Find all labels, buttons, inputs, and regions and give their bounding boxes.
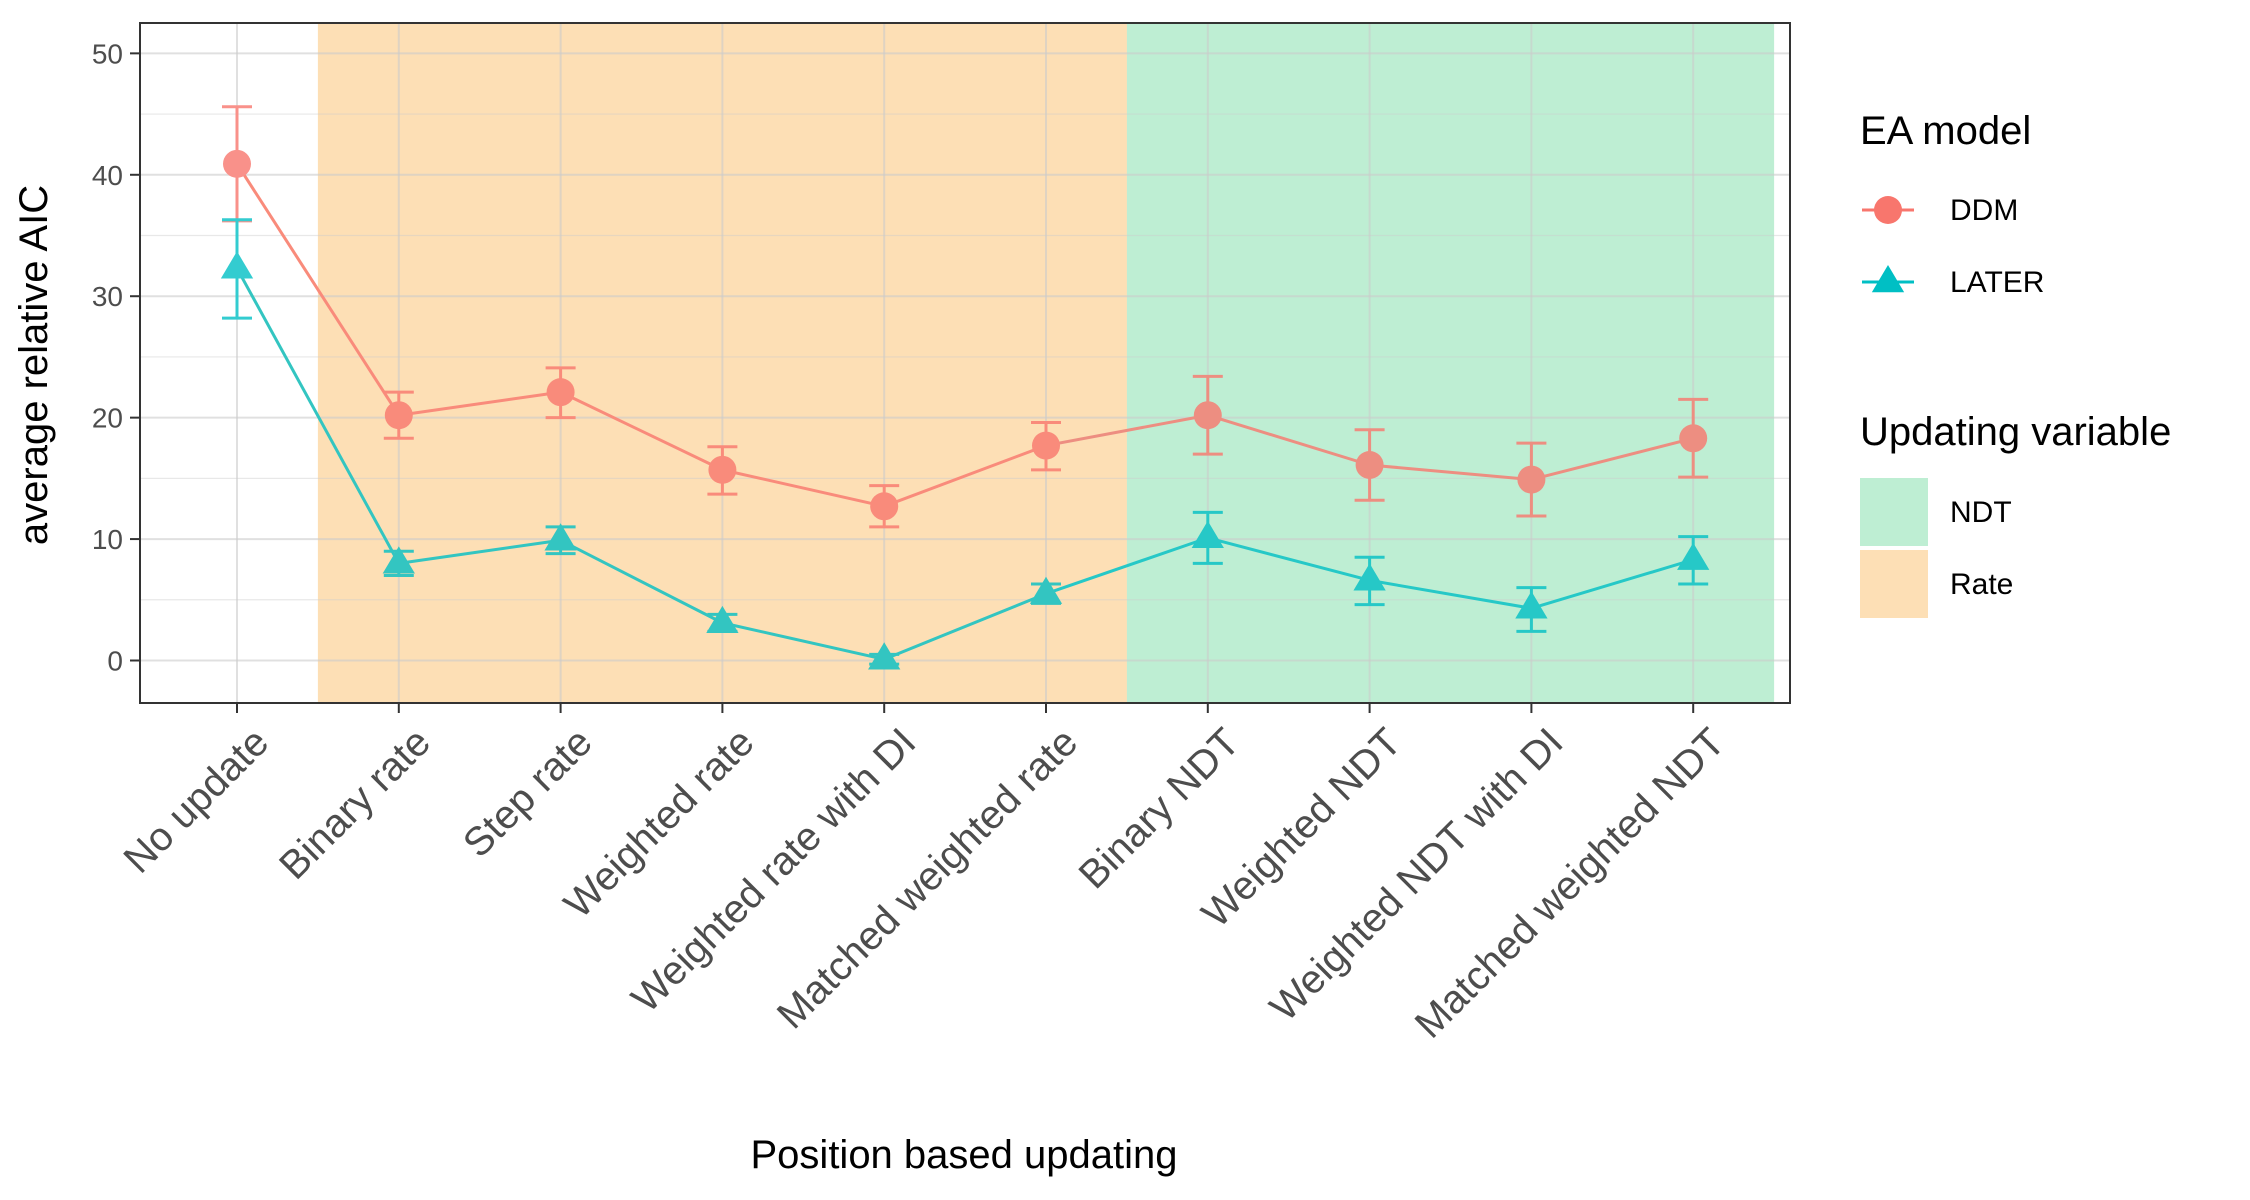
x-tick-label: Step rate (455, 720, 601, 866)
x-tick-label: Matched weighted rate (769, 720, 1086, 1037)
later-point (706, 605, 739, 634)
ddm-point (1355, 451, 1384, 479)
later-point (1677, 542, 1710, 570)
legend-swatch-rate (1860, 550, 1928, 618)
y-tick-label: 40 (92, 160, 123, 191)
x-tick-label: Weighted NDT with DI (1262, 720, 1572, 1030)
ddm-point (1679, 424, 1708, 453)
legend-label-rate: Rate (1950, 568, 2013, 601)
legend-title-ea-model: EA model (1860, 109, 2031, 153)
legend-variable-items: NDT Rate (1860, 478, 2013, 618)
x-axis-label: Position based updating (751, 1133, 1178, 1177)
legend-marker-ddm (1874, 196, 1902, 224)
ddm-point (1517, 465, 1546, 494)
ddm-line-segment (398, 390, 561, 417)
ddm-line-segment (1369, 463, 1532, 482)
later-point (1515, 591, 1548, 619)
legend-title-updating-variable: Updating variable (1860, 410, 2171, 454)
ddm-line-segment (559, 390, 724, 472)
legend-label-ndt: NDT (1950, 496, 2012, 529)
ddm-point (1032, 431, 1060, 460)
ddm-line-segment (883, 444, 1047, 508)
later-line-segment (235, 267, 401, 565)
legend-swatch-ndt (1860, 478, 1928, 546)
y-tick-label: 20 (92, 403, 123, 434)
ddm-line-segment (1531, 436, 1694, 482)
later-line-segment (883, 592, 1047, 661)
ddm-line-segment (1207, 413, 1371, 467)
y-tick-label: 50 (92, 38, 123, 69)
ddm-line-segment (235, 163, 401, 417)
legend-ea-items: DDM LATER (1862, 194, 2044, 299)
legend-label-later: LATER (1950, 266, 2044, 299)
later-point (1029, 576, 1063, 604)
later-point (868, 642, 901, 670)
band-ndt (1126, 23, 1775, 703)
later-line-segment (398, 538, 561, 565)
later-point (1191, 520, 1224, 549)
legend-label-ddm: DDM (1950, 194, 2018, 227)
x-tick-label: No update (116, 720, 278, 882)
x-tick-label: Weighted rate with DI (623, 720, 924, 1021)
ddm-point (870, 492, 899, 521)
plot-panel-border (139, 22, 1791, 704)
x-tick-label: Binary rate (271, 720, 439, 888)
y-tick-label: 30 (92, 281, 123, 312)
ddm-point (708, 455, 737, 484)
legend: EA model DDM LATER Updating variable NDT R… (1860, 109, 2171, 618)
later-line-segment (1207, 536, 1370, 582)
y-tick-label: 10 (92, 524, 123, 555)
ddm-line-segment (1045, 413, 1209, 448)
later-line-segment (1045, 536, 1209, 596)
ddm-point (1193, 401, 1222, 430)
later-point (544, 523, 577, 551)
ddm-point (546, 378, 575, 407)
later-line-segment (722, 621, 885, 661)
later-point (382, 546, 415, 574)
later-point (220, 251, 254, 279)
later-point (1353, 563, 1386, 591)
series-layer (220, 105, 1710, 670)
y-axis-label: average relative AIC (12, 185, 56, 545)
ddm-point (223, 149, 251, 178)
legend-marker-later (1871, 265, 1905, 293)
later-line-segment (1530, 558, 1694, 610)
y-tick-label: 0 (107, 646, 123, 677)
later-line-segment (559, 538, 724, 625)
y-axis: 0 10 20 30 40 50 (92, 38, 140, 677)
x-tick-label: Binary NDT (1071, 720, 1248, 897)
ddm-point (384, 401, 413, 430)
later-line-segment (1369, 578, 1532, 610)
x-tick-label: Matched weighted NDT (1407, 720, 1734, 1047)
series-later (220, 218, 1710, 670)
ddm-line-segment (722, 468, 885, 508)
